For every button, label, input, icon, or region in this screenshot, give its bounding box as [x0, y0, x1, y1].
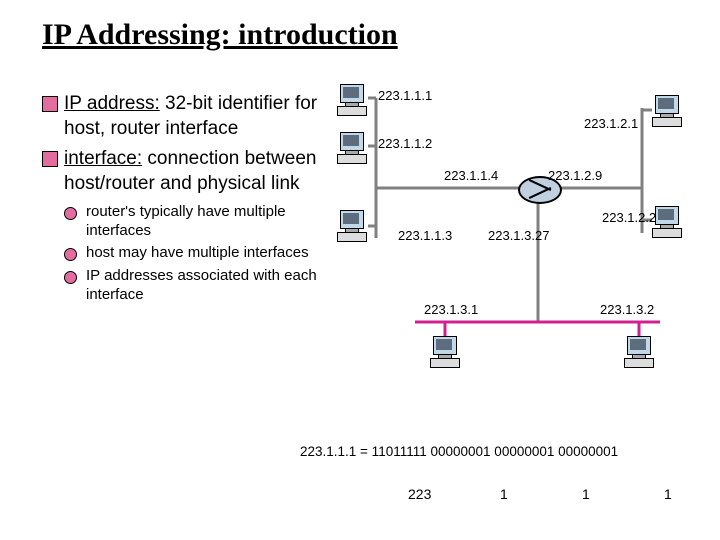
computer-icon	[650, 95, 684, 127]
octet-1c: 1	[664, 486, 672, 502]
computer-icon	[622, 336, 656, 368]
ip-label-1-1-4: 223.1.1.4	[444, 168, 498, 183]
ip-label-1-3-2: 223.1.3.2	[600, 302, 654, 317]
computer-icon	[428, 336, 462, 368]
ip-label-1-2-1: 223.1.2.1	[584, 116, 638, 131]
ip-label-1-2-2: 223.1.2.2	[602, 210, 656, 225]
bullet-underline: IP address:	[64, 93, 160, 114]
ip-label-1-2-9: 223.1.2.9	[548, 168, 602, 183]
octet-1b: 1	[582, 486, 590, 502]
subbullet-hosts: host may have multiple interfaces	[64, 244, 322, 263]
ip-label-1-1-3: 223.1.1.3	[398, 228, 452, 243]
page-title: IP Addressing: introduction	[42, 18, 398, 52]
subbullet-addresses: IP addresses associated with each interf…	[64, 267, 322, 305]
network-diagram: 223.1.1.1 223.1.1.2 223.1.1.4 223.1.1.3 …	[330, 78, 710, 398]
bullet-ip-address: IP address: 32-bit identifier for host, …	[42, 92, 322, 141]
text-column: IP address: 32-bit identifier for host, …	[42, 92, 322, 309]
ip-label-1-3-1: 223.1.3.1	[424, 302, 478, 317]
ip-label-1-1-1: 223.1.1.1	[378, 88, 432, 103]
computer-icon	[335, 132, 369, 164]
ip-label-1-1-2: 223.1.1.2	[378, 136, 432, 151]
bullet-interface: interface: connection between host/route…	[42, 147, 322, 196]
computer-icon	[335, 210, 369, 242]
subbullet-routers: router's typically have multiple interfa…	[64, 203, 322, 241]
bullet-underline: interface:	[64, 148, 142, 169]
octet-1a: 1	[500, 486, 508, 502]
computer-icon	[335, 84, 369, 116]
octet-223: 223	[408, 486, 431, 502]
ip-label-1-3-27: 223.1.3.27	[488, 228, 549, 243]
binary-equation: 223.1.1.1 = 11011111 00000001 00000001 0…	[300, 444, 618, 459]
